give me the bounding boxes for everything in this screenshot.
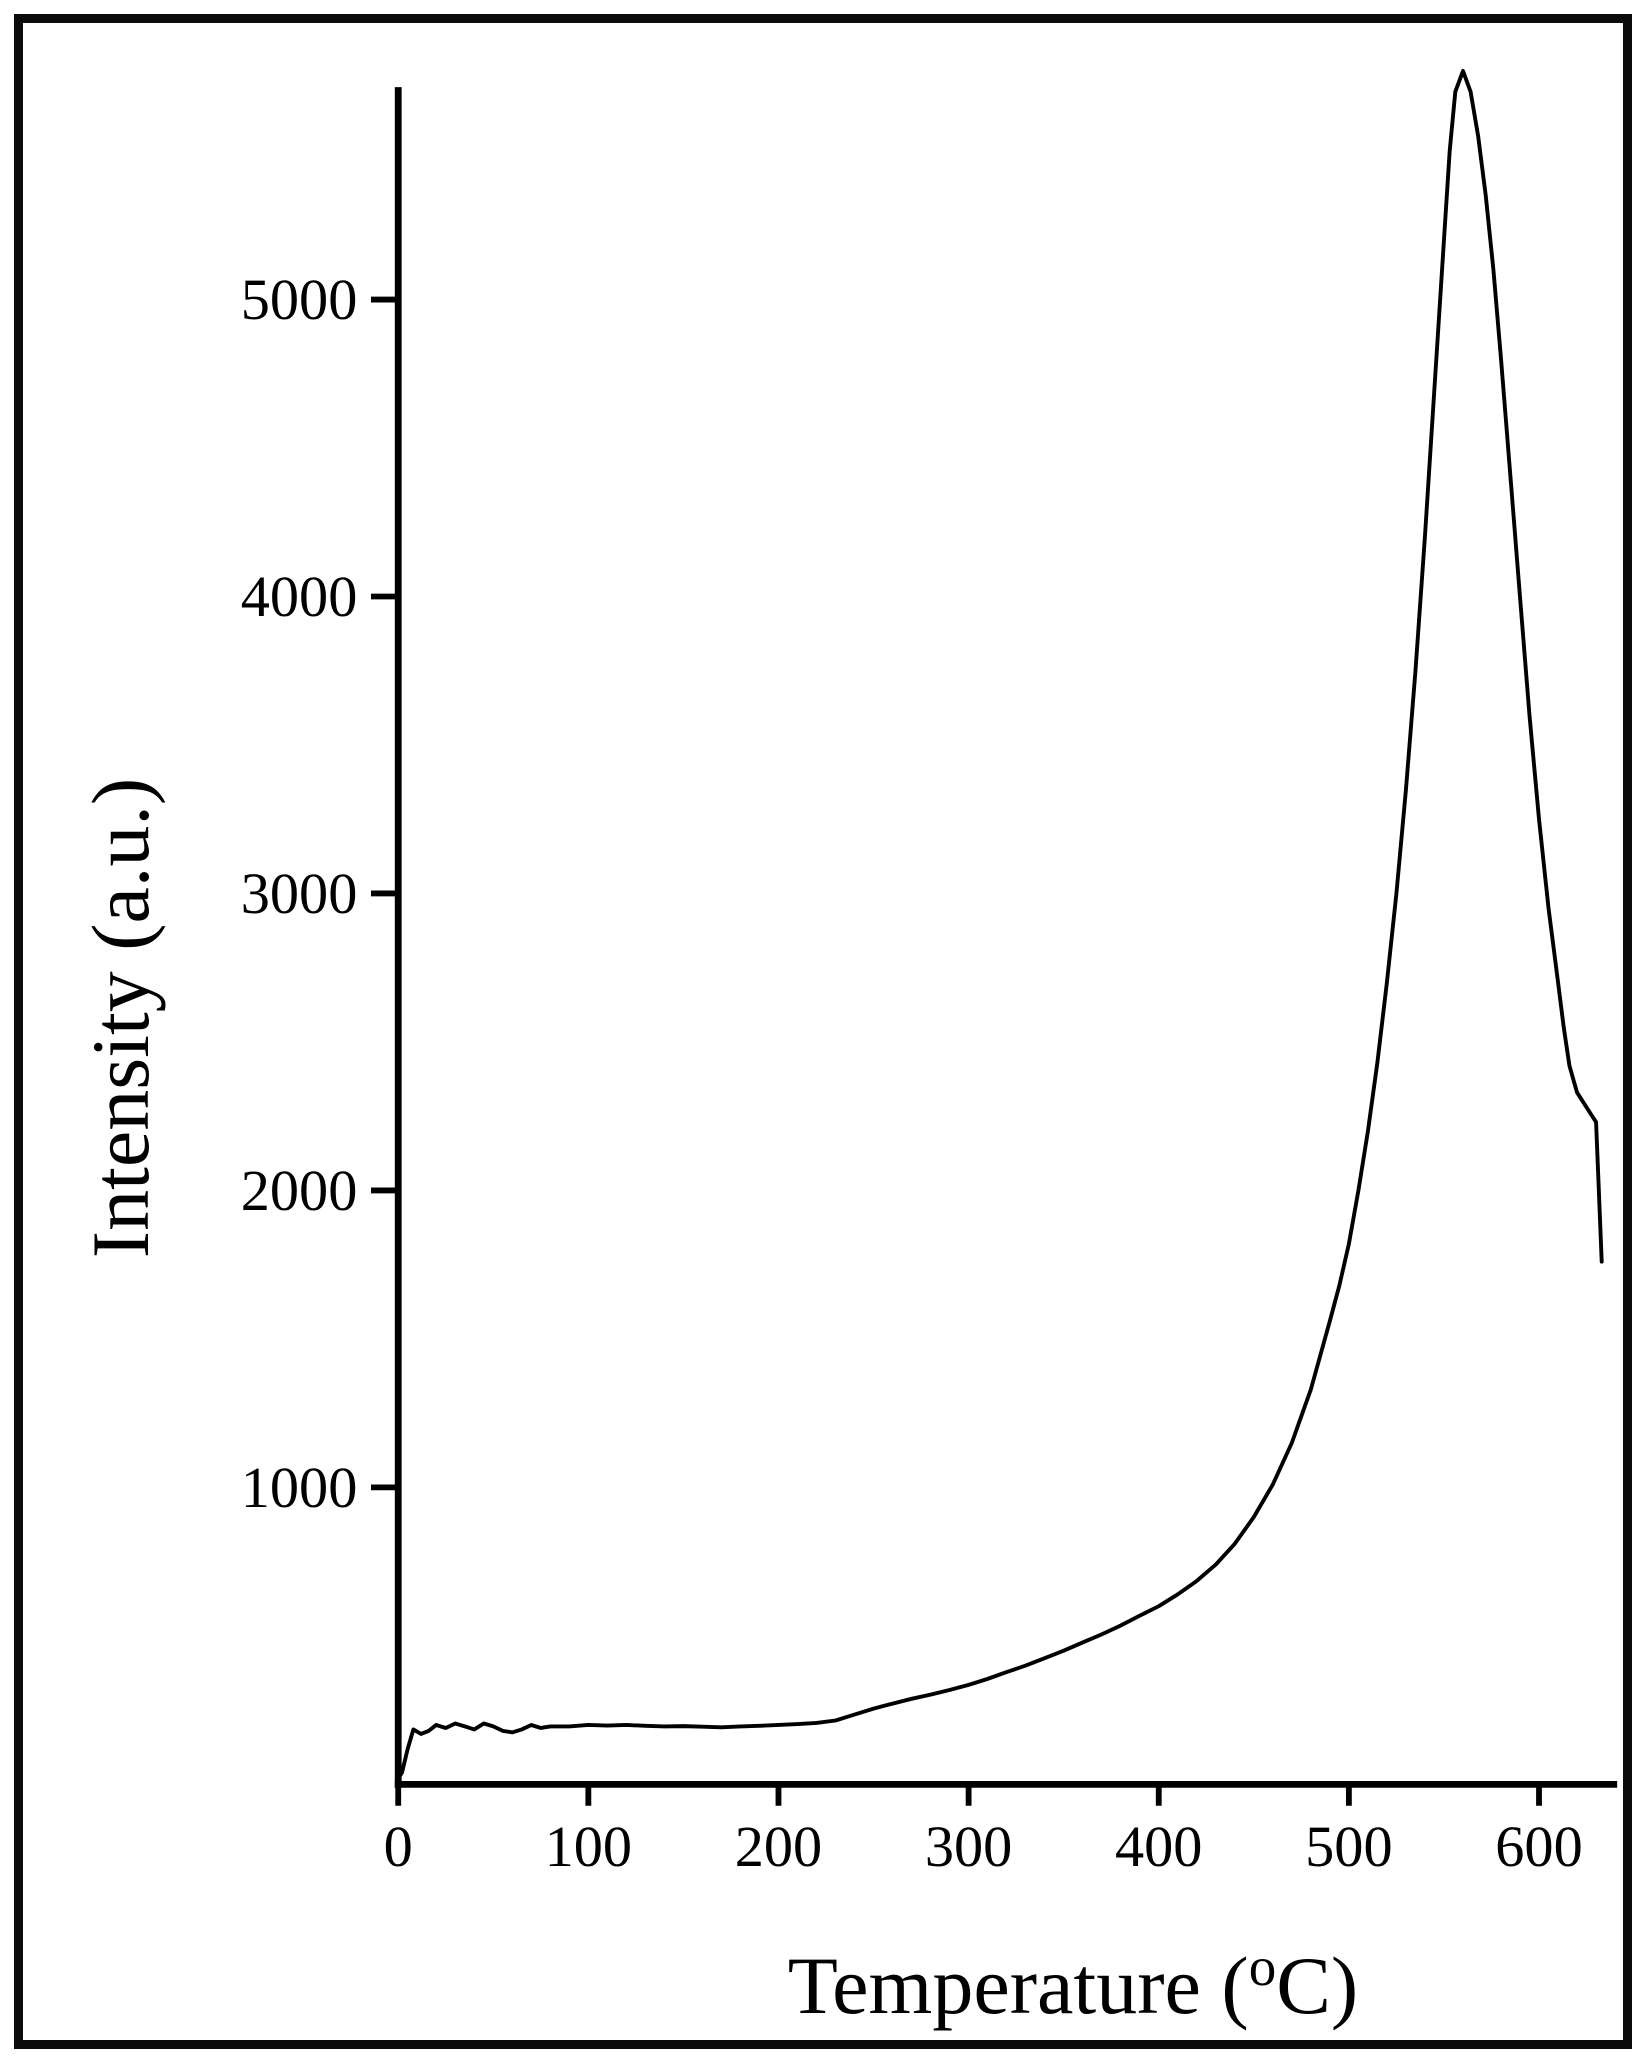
glow-curve-chart: 1000 2000 3000 4000 5000 0 100 200 300 400 500 600 [241,68,1618,1879]
x-tick-label: 500 [1305,1814,1392,1879]
x-axis-label-degree-sup: o [1248,1936,1277,1997]
figure-frame: 1000 2000 3000 4000 5000 0 100 200 300 400 500 600 … [14,14,1632,2049]
x-tick-label: 100 [545,1814,632,1879]
x-tick-label: 400 [1115,1814,1202,1879]
y-tick-label: 4000 [241,564,358,629]
glow-curve-line [396,68,1604,1781]
x-axis-label: Temperature (oC) [788,1939,1358,2027]
x-tick-label: 0 [384,1814,413,1879]
y-tick-label: 3000 [241,861,358,926]
y-tick-label: 2000 [241,1158,358,1223]
x-tick-label: 300 [925,1814,1012,1879]
x-tick-label: 600 [1495,1814,1582,1879]
y-axis-label-text: Intensity (a.u.) [75,777,166,1259]
y-tick-label: 5000 [241,267,358,332]
x-axis-label-pre: Temperature ( [787,1940,1249,2031]
x-axis-label-post: C) [1276,1940,1359,2031]
y-tick-label: 1000 [241,1455,358,1520]
x-tick-label: 200 [735,1814,822,1879]
y-axis-label: Intensity (a.u.) [75,778,166,1258]
